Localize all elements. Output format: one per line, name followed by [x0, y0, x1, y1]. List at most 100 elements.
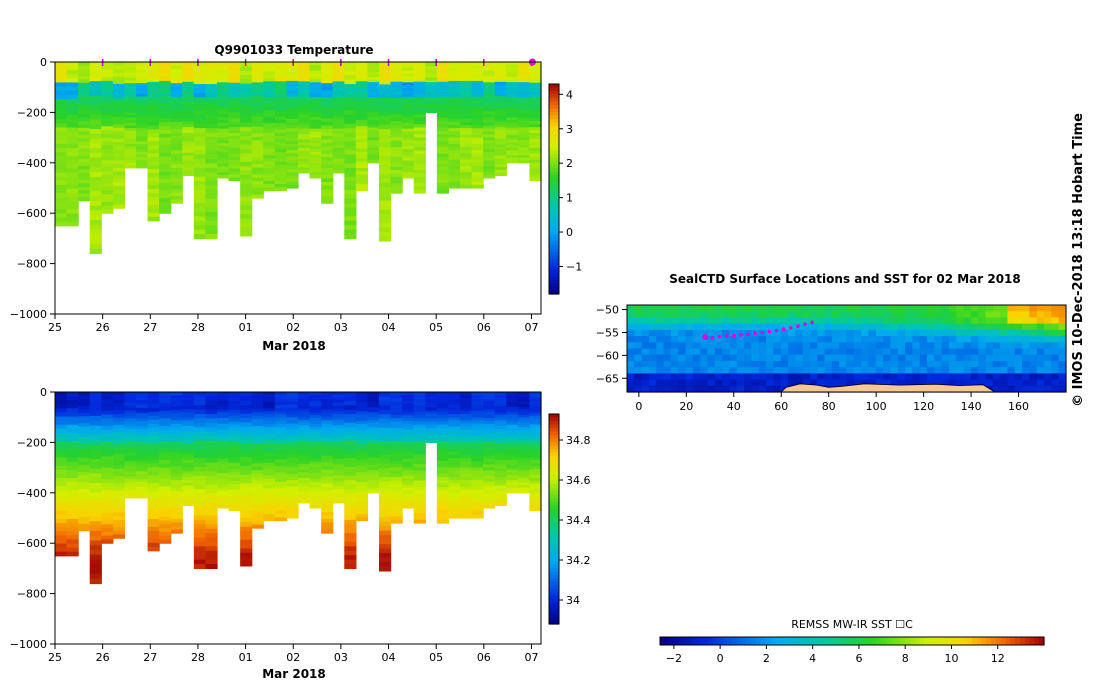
sst-cell: [663, 311, 672, 319]
heatmap-cell: [217, 392, 230, 396]
heatmap-cell: [379, 485, 392, 491]
heatmap-cell: [448, 458, 461, 462]
heatmap-cell: [136, 75, 149, 79]
heatmap-cell: [309, 166, 322, 170]
heatmap-cell: [124, 476, 137, 480]
heatmap-cell: [413, 170, 426, 174]
heatmap-cell: [263, 430, 276, 435]
heatmap-cell: [448, 181, 461, 186]
heatmap-cell: [251, 140, 264, 145]
heatmap-cell: [494, 488, 507, 492]
heatmap-cell: [124, 455, 137, 459]
heatmap-cell: [298, 455, 311, 460]
heatmap-cell: [147, 62, 160, 67]
heatmap-cell: [517, 157, 531, 161]
sst-cell: [941, 367, 950, 374]
heatmap-cell: [182, 67, 195, 72]
heatmap-cell: [55, 180, 68, 186]
colorbar-swatch: [909, 637, 915, 645]
heatmap-cell: [182, 87, 195, 91]
heatmap-cell: [344, 453, 357, 459]
sst-cell: [1000, 329, 1009, 337]
heatmap-cell: [89, 148, 102, 154]
heatmap-cell: [217, 131, 230, 136]
heatmap-cell: [170, 462, 183, 467]
heatmap-cell: [182, 81, 195, 86]
sst-cell: [714, 360, 723, 368]
heatmap-cell: [436, 186, 450, 191]
heatmap-cell: [367, 125, 380, 129]
heatmap-cell: [286, 392, 299, 396]
heatmap-cell: [124, 436, 137, 441]
sst-cell: [875, 329, 884, 337]
sst-cell: [824, 367, 833, 374]
heatmap-cell: [321, 451, 334, 457]
heatmap-cell: [205, 211, 218, 217]
track-point: [803, 322, 807, 327]
heatmap-cell: [309, 117, 322, 121]
heatmap-cell: [55, 400, 68, 405]
heatmap-cell: [460, 426, 473, 431]
heatmap-cell: [170, 469, 183, 474]
heatmap-cell: [136, 117, 149, 121]
heatmap-cell: [298, 392, 311, 396]
heatmap-cell: [251, 150, 264, 155]
sst-cell: [875, 379, 884, 387]
heatmap-cell: [529, 64, 542, 69]
heatmap-cell: [321, 185, 334, 190]
heatmap-cell: [147, 97, 160, 103]
heatmap-cell: [205, 101, 218, 107]
heatmap-cell: [367, 414, 380, 418]
sst-cell: [978, 311, 987, 319]
heatmap-cell: [309, 493, 322, 497]
sst-cell: [934, 379, 943, 387]
sst-cell: [773, 373, 782, 381]
heatmap-cell: [298, 78, 311, 82]
heatmap-cell: [78, 516, 91, 521]
heatmap-cell: [217, 154, 230, 159]
track-point: [739, 333, 743, 337]
heatmap-cell: [355, 164, 369, 169]
heatmap-cell: [240, 422, 253, 428]
heatmap-cell: [355, 161, 369, 166]
heatmap-cell: [263, 404, 276, 409]
heatmap-cell: [112, 483, 126, 488]
heatmap-cell: [193, 431, 207, 437]
heatmap-cell: [240, 452, 253, 458]
colorbar-swatch: [549, 442, 559, 447]
heatmap-cell: [425, 75, 438, 78]
heatmap-cell: [390, 68, 403, 73]
sst-cell: [1036, 367, 1045, 374]
heatmap-cell: [55, 78, 68, 84]
heatmap-cell: [436, 104, 450, 109]
heatmap-cell: [413, 134, 426, 138]
heatmap-cell: [286, 489, 299, 494]
heatmap-cell: [205, 400, 218, 406]
heatmap-cell: [263, 65, 276, 70]
heatmap-cell: [182, 104, 195, 108]
heatmap-cell: [436, 460, 450, 465]
sst-cell: [1044, 367, 1052, 374]
heatmap-cell: [471, 178, 484, 183]
heatmap-cell: [379, 409, 392, 415]
heatmap-cell: [355, 119, 369, 124]
heatmap-cell: [147, 129, 160, 135]
heatmap-cell: [471, 68, 484, 73]
heatmap-cell: [506, 449, 519, 454]
heatmap-cell: [309, 461, 322, 466]
sst-cell: [970, 373, 979, 381]
heatmap-cell: [217, 505, 230, 509]
sst-cell: [648, 342, 657, 350]
heatmap-cell: [436, 434, 450, 439]
heatmap-cell: [263, 87, 276, 92]
sst-cell: [663, 379, 672, 387]
heatmap-cell: [529, 109, 542, 113]
heatmap-cell: [483, 151, 496, 156]
colorbar-swatch: [693, 637, 699, 645]
heatmap-cell: [193, 449, 207, 455]
heatmap-cell: [460, 169, 473, 173]
heatmap-cell: [355, 478, 369, 483]
sst-cell: [656, 354, 665, 362]
heatmap-cell: [402, 426, 415, 431]
heatmap-cell: [367, 74, 380, 78]
